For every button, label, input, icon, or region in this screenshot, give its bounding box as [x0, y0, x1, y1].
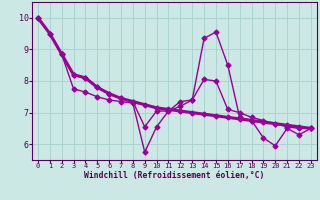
- X-axis label: Windchill (Refroidissement éolien,°C): Windchill (Refroidissement éolien,°C): [84, 171, 265, 180]
